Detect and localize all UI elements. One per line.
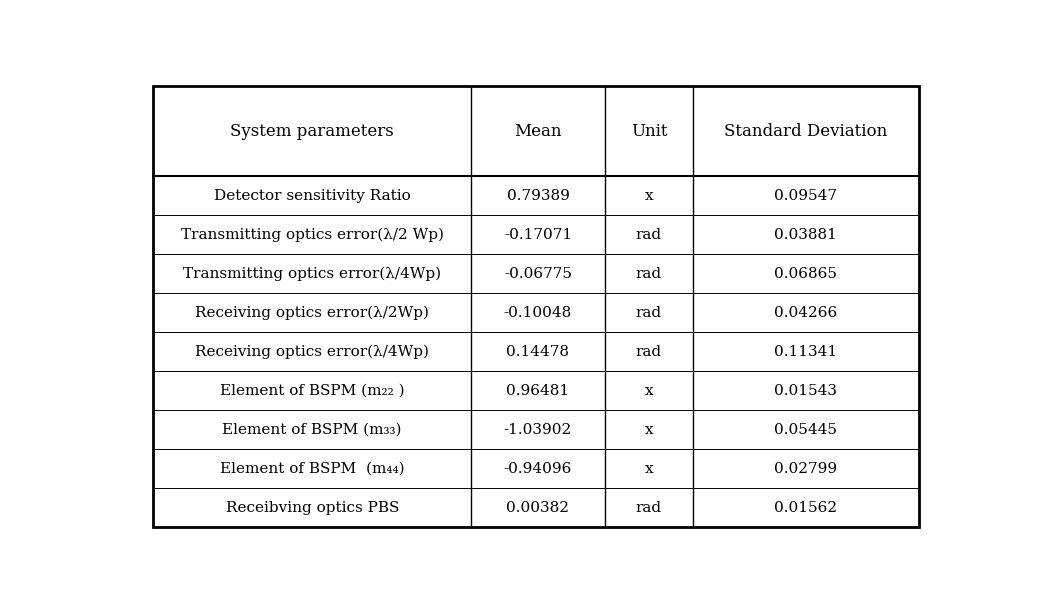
Text: Element of BSPM (m₃₃): Element of BSPM (m₃₃)	[223, 422, 402, 436]
Text: Mean: Mean	[515, 123, 562, 140]
Text: -0.17071: -0.17071	[504, 228, 572, 242]
Text: 0.11341: 0.11341	[774, 345, 838, 359]
Text: Receibving optics PBS: Receibving optics PBS	[226, 501, 399, 515]
Text: System parameters: System parameters	[230, 123, 394, 140]
Text: rad: rad	[636, 267, 662, 281]
Text: 0.96481: 0.96481	[506, 384, 570, 398]
Text: -0.94096: -0.94096	[504, 462, 572, 476]
Text: 0.02799: 0.02799	[774, 462, 838, 476]
Text: 0.03881: 0.03881	[774, 228, 837, 242]
Text: Transmitting optics error(λ/4Wp): Transmitting optics error(λ/4Wp)	[183, 266, 441, 281]
Text: -0.10048: -0.10048	[504, 306, 572, 320]
Text: -1.03902: -1.03902	[504, 422, 572, 436]
Text: Receiving optics error(λ/4Wp): Receiving optics error(λ/4Wp)	[196, 345, 429, 359]
Text: Element of BSPM  (m₄₄): Element of BSPM (m₄₄)	[220, 462, 405, 476]
Text: x: x	[644, 462, 654, 476]
Text: Transmitting optics error(λ/2 Wp): Transmitting optics error(λ/2 Wp)	[181, 228, 444, 242]
Text: rad: rad	[636, 228, 662, 242]
Text: 0.04266: 0.04266	[774, 306, 838, 320]
Text: x: x	[644, 384, 654, 398]
Text: 0.09547: 0.09547	[774, 189, 838, 203]
Text: Unit: Unit	[631, 123, 667, 140]
Text: Receiving optics error(λ/2Wp): Receiving optics error(λ/2Wp)	[196, 305, 429, 320]
Text: x: x	[644, 422, 654, 436]
Text: 0.79389: 0.79389	[506, 189, 569, 203]
Text: 0.05445: 0.05445	[774, 422, 838, 436]
Text: rad: rad	[636, 306, 662, 320]
Text: Standard Deviation: Standard Deviation	[724, 123, 887, 140]
Text: 0.00382: 0.00382	[506, 501, 569, 515]
Text: 0.01543: 0.01543	[774, 384, 838, 398]
Text: Element of BSPM (m₂₂ ): Element of BSPM (m₂₂ )	[220, 384, 405, 398]
Text: x: x	[644, 189, 654, 203]
Text: -0.06775: -0.06775	[504, 267, 572, 281]
Text: rad: rad	[636, 501, 662, 515]
Text: Detector sensitivity Ratio: Detector sensitivity Ratio	[213, 189, 411, 203]
Text: rad: rad	[636, 345, 662, 359]
Text: 0.14478: 0.14478	[506, 345, 569, 359]
Text: 0.01562: 0.01562	[774, 501, 838, 515]
Text: 0.06865: 0.06865	[774, 267, 838, 281]
